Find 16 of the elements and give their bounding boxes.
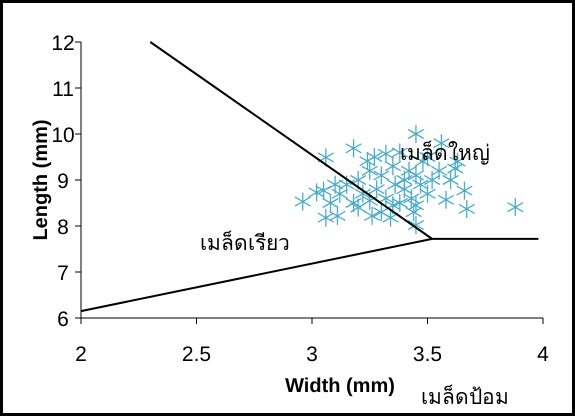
text: เมล็ดป้อม [421, 383, 509, 409]
annotation: เมล็ดเรียว [200, 229, 290, 255]
y-tick-label: 12 [51, 32, 75, 55]
y-tick-label: 8 [57, 216, 69, 239]
y-tick-label: 7 [57, 262, 69, 285]
y-axis-title: Length (mm) [30, 119, 52, 241]
y-tick-label: 6 [57, 308, 69, 331]
y-tick-label: 10 [51, 124, 75, 147]
x-axis-title: Width (mm) [285, 375, 395, 397]
x-tick-label: 2 [75, 343, 87, 366]
x-tick-label: 4 [537, 343, 550, 366]
y-tick-label: 11 [52, 78, 74, 101]
x-tick-label: 3.5 [412, 343, 442, 366]
x-tick-label: 3 [306, 343, 318, 366]
y-tick-label: 9 [57, 170, 69, 193]
x-tick-label: 2.5 [182, 343, 212, 366]
